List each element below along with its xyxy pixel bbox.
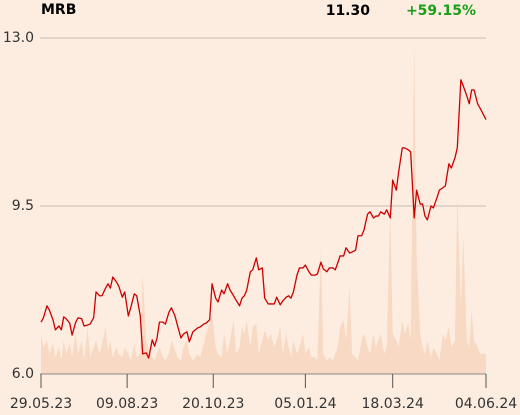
y-tick-label: 13.0 [3,30,34,46]
x-tick-label: 20.10.23 [182,396,244,412]
y-tick-label: 6.0 [12,366,34,382]
price-change: +59.15% [406,3,476,19]
chart-title: MRB [41,2,76,18]
x-tick-label: 05.01.24 [274,396,336,412]
x-tick-label: 29.05.23 [10,396,72,412]
price-line [40,79,487,359]
volume-area [41,44,486,374]
last-price: 11.30 [326,3,371,19]
x-tick-label: 04.06.24 [455,396,517,412]
x-tick-label: 18.03.24 [362,396,424,412]
y-tick-label: 9.5 [12,198,34,214]
x-tick-label: 09.08.23 [96,396,158,412]
